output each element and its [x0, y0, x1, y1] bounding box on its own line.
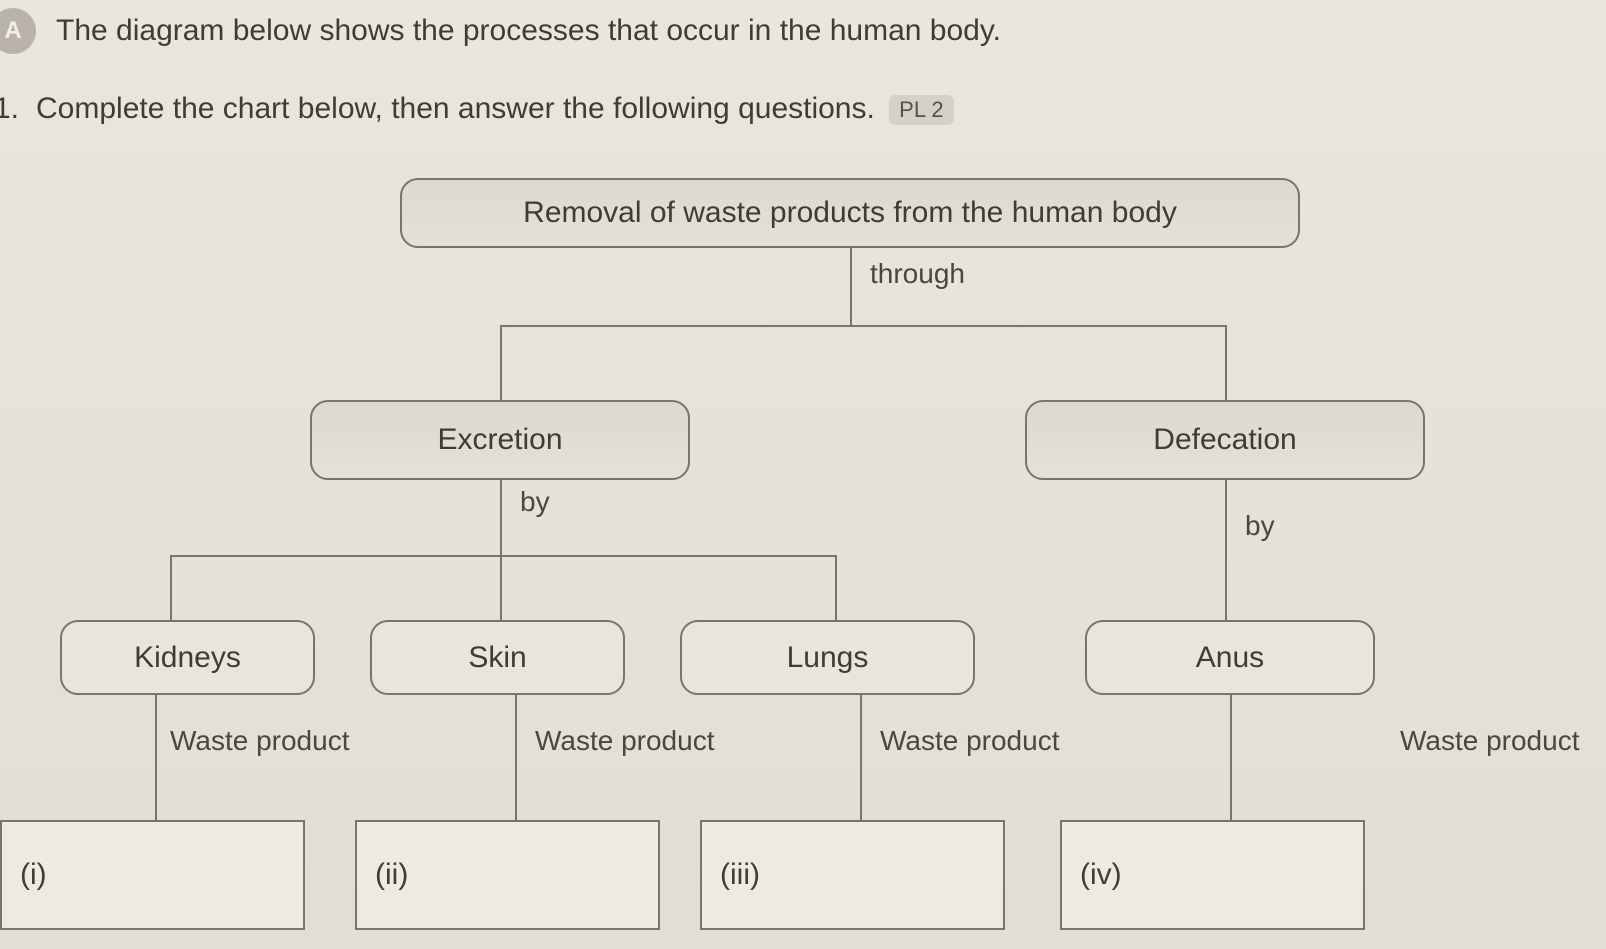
- node-excretion-label: Excretion: [437, 423, 562, 457]
- pl-badge: PL 2: [889, 95, 953, 125]
- connector: [860, 695, 862, 820]
- connector: [515, 695, 517, 820]
- worksheet-page: A The diagram below shows the processes …: [0, 0, 1606, 949]
- section-badge: A: [0, 8, 36, 54]
- answer-box-iii[interactable]: (iii): [700, 820, 1005, 930]
- connector: [1225, 325, 1227, 400]
- node-defecation-label: Defecation: [1153, 423, 1296, 457]
- intro-text: The diagram below shows the processes th…: [56, 14, 1001, 48]
- node-anus-label: Anus: [1196, 641, 1264, 675]
- node-removal-label: Removal of waste products from the human…: [523, 196, 1177, 230]
- connector: [170, 555, 172, 620]
- node-kidneys: Kidneys: [60, 620, 315, 695]
- node-skin-label: Skin: [468, 641, 526, 675]
- connector: [500, 480, 502, 555]
- answer-box-iv[interactable]: (iv): [1060, 820, 1365, 930]
- connector: [1230, 695, 1232, 820]
- node-anus: Anus: [1085, 620, 1375, 695]
- node-removal-of-waste: Removal of waste products from the human…: [400, 178, 1300, 248]
- node-kidneys-label: Kidneys: [134, 641, 241, 675]
- edge-label-through: through: [870, 258, 965, 290]
- node-lungs: Lungs: [680, 620, 975, 695]
- question-number: 1.: [0, 92, 19, 126]
- answer-marker-iii: (iii): [720, 858, 760, 892]
- connector: [500, 555, 502, 620]
- answer-marker-ii: (ii): [375, 858, 408, 892]
- edge-label-by-right: by: [1245, 510, 1275, 542]
- edge-label-by-left: by: [520, 486, 550, 518]
- question-text: Complete the chart below, then answer th…: [36, 92, 954, 126]
- label-waste-product-4: Waste product: [1400, 725, 1579, 757]
- connector: [155, 695, 157, 820]
- connector: [850, 248, 852, 325]
- connector: [170, 555, 835, 557]
- answer-marker-i: (i): [20, 858, 47, 892]
- node-lungs-label: Lungs: [787, 641, 869, 675]
- answer-box-i[interactable]: (i): [0, 820, 305, 930]
- label-waste-product-3: Waste product: [880, 725, 1059, 757]
- question-text-main: Complete the chart below, then answer th…: [36, 92, 875, 125]
- node-skin: Skin: [370, 620, 625, 695]
- connector: [500, 325, 502, 400]
- connector: [1225, 480, 1227, 620]
- label-waste-product-1: Waste product: [170, 725, 349, 757]
- label-waste-product-2: Waste product: [535, 725, 714, 757]
- answer-marker-iv: (iv): [1080, 858, 1122, 892]
- connector: [500, 325, 1225, 327]
- node-excretion: Excretion: [310, 400, 690, 480]
- connector: [835, 555, 837, 620]
- node-defecation: Defecation: [1025, 400, 1425, 480]
- answer-box-ii[interactable]: (ii): [355, 820, 660, 930]
